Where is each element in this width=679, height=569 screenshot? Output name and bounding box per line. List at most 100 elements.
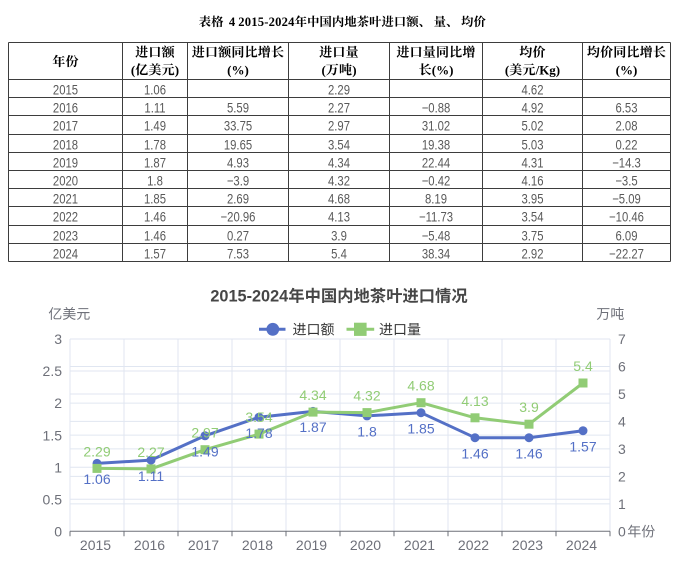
svg-text:1.49: 1.49 (191, 444, 218, 460)
svg-text:0.22: 0.22 (615, 138, 637, 153)
svg-text:1.57: 1.57 (144, 247, 166, 262)
svg-text:5.4: 5.4 (331, 247, 347, 262)
svg-text:−0.88: −0.88 (422, 101, 451, 116)
svg-text:1.87: 1.87 (144, 156, 166, 171)
svg-text:−14.3: −14.3 (612, 156, 641, 171)
svg-text:38.34: 38.34 (422, 247, 450, 262)
svg-text:−5.09: −5.09 (612, 192, 641, 207)
svg-text:2.69: 2.69 (227, 192, 249, 207)
svg-text:4.31: 4.31 (521, 156, 543, 171)
svg-text:0.27: 0.27 (227, 229, 249, 244)
svg-text:2018: 2018 (53, 138, 78, 153)
svg-text:(: ( (131, 62, 135, 77)
svg-text:2018: 2018 (242, 537, 273, 553)
svg-text:4.32: 4.32 (328, 174, 350, 189)
svg-text:2.29: 2.29 (83, 443, 110, 459)
svg-text:4.13: 4.13 (461, 393, 488, 409)
svg-text:−3.5: −3.5 (615, 174, 637, 189)
svg-text:2.97: 2.97 (328, 119, 350, 134)
svg-text:−11.73: −11.73 (419, 210, 453, 225)
svg-text:2.92: 2.92 (521, 247, 543, 262)
svg-text:4.34: 4.34 (299, 387, 326, 403)
svg-text:2019: 2019 (296, 537, 327, 553)
svg-text:/Kg): /Kg) (535, 62, 561, 77)
svg-text:3.54: 3.54 (245, 409, 272, 425)
svg-text:2.97: 2.97 (191, 425, 218, 441)
svg-text:(%): (%) (227, 62, 249, 77)
svg-text:(%): (%) (432, 62, 454, 77)
svg-text:2016: 2016 (53, 101, 78, 116)
svg-text:2.08: 2.08 (615, 119, 637, 134)
svg-text:1.46: 1.46 (144, 210, 166, 225)
svg-text:2015: 2015 (80, 537, 111, 553)
svg-text:1.06: 1.06 (83, 471, 110, 487)
svg-text:19.65: 19.65 (224, 138, 252, 153)
svg-text:8.19: 8.19 (425, 192, 447, 207)
svg-text:1.11: 1.11 (138, 468, 164, 484)
svg-text:2022: 2022 (458, 537, 489, 553)
svg-text:2022: 2022 (53, 210, 78, 225)
svg-text:2020: 2020 (53, 174, 78, 189)
svg-text:1.06: 1.06 (144, 83, 166, 98)
svg-text:−5.48: −5.48 (422, 229, 451, 244)
svg-text:1.8: 1.8 (357, 424, 377, 440)
svg-text:−22.27: −22.27 (609, 247, 644, 262)
svg-text:2017: 2017 (53, 119, 78, 134)
svg-text:1.8: 1.8 (147, 174, 163, 189)
svg-text:−20.96: −20.96 (221, 210, 256, 225)
svg-text:4.32: 4.32 (353, 388, 380, 404)
svg-text:6.53: 6.53 (615, 101, 637, 116)
svg-text:2015: 2015 (53, 83, 78, 98)
svg-text:1.5: 1.5 (43, 427, 63, 443)
svg-text:2.27: 2.27 (328, 101, 350, 116)
svg-text:2.5: 2.5 (43, 363, 63, 379)
svg-text:4: 4 (229, 15, 236, 29)
svg-text:2.29: 2.29 (328, 83, 350, 98)
svg-text:1.49: 1.49 (144, 119, 166, 134)
svg-text:1: 1 (54, 459, 62, 475)
svg-text:5.4: 5.4 (573, 358, 593, 374)
svg-text:6: 6 (618, 359, 626, 375)
svg-text:5: 5 (618, 386, 626, 402)
svg-text:1.46: 1.46 (515, 446, 542, 462)
svg-text:5.02: 5.02 (521, 119, 543, 134)
svg-text:2: 2 (618, 468, 626, 484)
svg-text:2023: 2023 (512, 537, 543, 553)
svg-text:1.78: 1.78 (144, 138, 166, 153)
svg-text:2023: 2023 (53, 229, 78, 244)
svg-text:1.46: 1.46 (461, 446, 488, 462)
svg-text:5.59: 5.59 (227, 101, 249, 116)
svg-text:(: ( (321, 62, 325, 77)
svg-text:3: 3 (618, 441, 626, 457)
svg-text:0.5: 0.5 (43, 491, 63, 507)
svg-text:6.09: 6.09 (615, 229, 637, 244)
svg-text:2016: 2016 (134, 537, 165, 553)
svg-text:2017: 2017 (188, 537, 219, 553)
svg-text:1.85: 1.85 (407, 421, 434, 437)
svg-text:22.44: 22.44 (422, 156, 450, 171)
svg-text:31.02: 31.02 (422, 119, 450, 134)
svg-text:7: 7 (618, 331, 626, 347)
svg-text:1.78: 1.78 (245, 425, 272, 441)
svg-text:1.87: 1.87 (299, 419, 326, 435)
svg-text:2021: 2021 (53, 192, 78, 207)
svg-text:0: 0 (618, 523, 626, 539)
svg-text:): ) (352, 62, 356, 77)
svg-text:1: 1 (618, 496, 626, 512)
svg-text:1.85: 1.85 (144, 192, 166, 207)
svg-text:5.03: 5.03 (521, 138, 543, 153)
svg-text:): ) (175, 62, 179, 77)
svg-text:2024: 2024 (566, 537, 597, 553)
svg-text:(%): (%) (616, 62, 638, 77)
svg-text:2019: 2019 (53, 156, 78, 171)
svg-text:3: 3 (54, 331, 62, 347)
svg-text:4.13: 4.13 (328, 210, 350, 225)
svg-text:7.53: 7.53 (227, 247, 249, 262)
svg-text:4: 4 (618, 414, 626, 430)
svg-text:−3.9: −3.9 (227, 174, 249, 189)
svg-text:4.68: 4.68 (407, 378, 434, 394)
svg-text:3.75: 3.75 (521, 229, 543, 244)
svg-text:1.11: 1.11 (144, 101, 165, 116)
svg-text:4.92: 4.92 (521, 101, 543, 116)
svg-text:2.27: 2.27 (137, 444, 164, 460)
